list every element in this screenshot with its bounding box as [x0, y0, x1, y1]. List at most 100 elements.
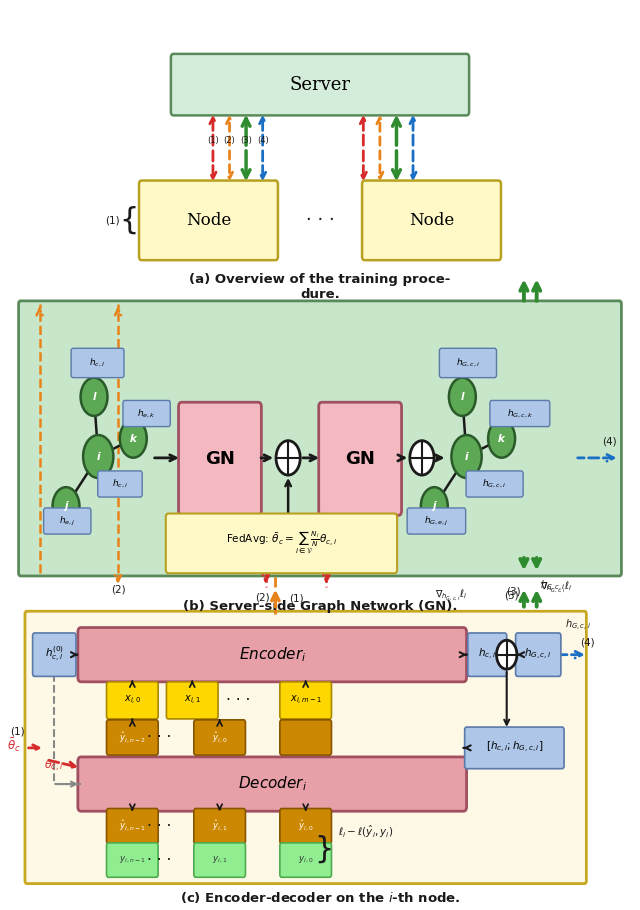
Text: i: i [97, 451, 100, 461]
Text: k: k [130, 433, 137, 443]
FancyBboxPatch shape [123, 400, 170, 427]
FancyBboxPatch shape [78, 628, 467, 682]
Text: · · ·: · · · [227, 693, 251, 708]
FancyBboxPatch shape [280, 843, 332, 877]
FancyBboxPatch shape [44, 508, 91, 534]
FancyBboxPatch shape [516, 633, 561, 676]
Circle shape [488, 420, 515, 458]
FancyBboxPatch shape [179, 402, 261, 515]
Text: (1): (1) [289, 593, 303, 603]
Text: Node: Node [409, 212, 454, 228]
Circle shape [451, 435, 482, 478]
Text: $\hat{y}_{i,0}$: $\hat{y}_{i,0}$ [298, 819, 314, 834]
Text: $\theta_{c,i}$: $\theta_{c,i}$ [44, 758, 63, 774]
Text: $\hat{y}_{i,n-1}$: $\hat{y}_{i,n-1}$ [119, 819, 146, 834]
Text: (3): (3) [504, 591, 519, 601]
FancyBboxPatch shape [194, 843, 246, 877]
FancyBboxPatch shape [280, 720, 332, 755]
Text: $h_{C,c,i}$: $h_{C,c,i}$ [540, 580, 565, 594]
Text: · · ·: · · · [147, 819, 172, 834]
FancyBboxPatch shape [362, 180, 501, 260]
Text: (4): (4) [580, 637, 595, 647]
Text: $\nabla_{h_{G,c,i}} \ell_i$: $\nabla_{h_{G,c,i}} \ell_i$ [540, 581, 572, 595]
Text: (2): (2) [111, 584, 125, 594]
Text: (2): (2) [223, 136, 236, 146]
Circle shape [52, 487, 79, 525]
FancyBboxPatch shape [106, 720, 158, 755]
Text: $y_{i,n-1}$: $y_{i,n-1}$ [119, 854, 146, 865]
Text: (1): (1) [207, 136, 219, 146]
Text: GN: GN [345, 450, 375, 468]
Text: GN: GN [205, 450, 235, 468]
Text: $x_{i,0}$: $x_{i,0}$ [124, 693, 141, 707]
Text: k: k [498, 433, 505, 443]
Text: · · ·: · · · [147, 730, 172, 745]
Text: $\hat{y}_{i,0}$: $\hat{y}_{i,0}$ [212, 731, 227, 744]
Text: (3): (3) [240, 136, 252, 146]
Text: $\bar{\theta}_c$: $\bar{\theta}_c$ [7, 736, 21, 753]
FancyBboxPatch shape [25, 612, 586, 884]
Text: (4): (4) [603, 437, 617, 447]
Text: (c) Encoder-decoder on the $\mathit{i}$-th node.: (c) Encoder-decoder on the $\mathit{i}$-… [180, 890, 460, 905]
FancyBboxPatch shape [319, 402, 401, 515]
FancyBboxPatch shape [139, 180, 278, 260]
Text: }: } [315, 834, 334, 864]
Text: $y_{i,1}$: $y_{i,1}$ [212, 854, 227, 865]
Text: $h_{e,j}$: $h_{e,j}$ [59, 514, 76, 528]
Text: $h_{G,c,i}$: $h_{G,c,i}$ [456, 357, 480, 369]
FancyBboxPatch shape [33, 633, 76, 676]
Text: j: j [64, 501, 68, 511]
FancyBboxPatch shape [166, 682, 218, 719]
FancyBboxPatch shape [194, 720, 246, 755]
FancyBboxPatch shape [280, 808, 332, 844]
FancyBboxPatch shape [98, 471, 142, 497]
Text: $x_{i,1}$: $x_{i,1}$ [184, 693, 201, 707]
Text: $h_{e,k}$: $h_{e,k}$ [137, 408, 156, 420]
Text: l: l [92, 392, 96, 402]
Circle shape [83, 435, 113, 478]
Text: (1): (1) [10, 726, 24, 736]
Text: (a) Overview of the training proce-
dure.: (a) Overview of the training proce- dure… [189, 273, 451, 301]
Text: Node: Node [186, 212, 231, 228]
Text: $y_{i,0}$: $y_{i,0}$ [298, 854, 314, 865]
Text: $h_{c,l}$: $h_{c,l}$ [90, 357, 106, 369]
Circle shape [449, 378, 476, 416]
Circle shape [497, 641, 517, 669]
FancyBboxPatch shape [407, 508, 466, 534]
Text: $[h_{c,i}; h_{G,c,i}]$: $[h_{c,i}; h_{G,c,i}]$ [486, 741, 543, 755]
Text: $h_{G,c,i}$: $h_{G,c,i}$ [565, 618, 591, 633]
FancyBboxPatch shape [19, 301, 621, 576]
FancyBboxPatch shape [466, 471, 523, 497]
Text: $\mathit{Decoder_i}$: $\mathit{Decoder_i}$ [237, 774, 307, 794]
FancyBboxPatch shape [194, 808, 246, 844]
Text: (4): (4) [257, 136, 269, 146]
Text: $h_{c,i}^{(0)}$: $h_{c,i}^{(0)}$ [45, 645, 64, 664]
Text: $\hat{y}_{i,n-2}$: $\hat{y}_{i,n-2}$ [119, 731, 146, 744]
FancyBboxPatch shape [106, 843, 158, 877]
Text: FedAvg: $\bar{\theta}_c = \sum_{i \in \mathcal{V}} \frac{N_i}{N} \theta_{c,i}$: FedAvg: $\bar{\theta}_c = \sum_{i \in \m… [226, 531, 337, 556]
Text: i: i [465, 451, 468, 461]
Text: $x_{i,m-1}$: $x_{i,m-1}$ [290, 693, 322, 707]
Circle shape [421, 487, 448, 525]
Text: $h_{G,c,i}$: $h_{G,c,i}$ [483, 478, 507, 490]
FancyBboxPatch shape [106, 682, 158, 719]
Text: $\mathit{Encoder_i}$: $\mathit{Encoder_i}$ [239, 645, 306, 664]
FancyBboxPatch shape [78, 757, 467, 811]
FancyBboxPatch shape [166, 513, 397, 573]
Text: $\ell_i - \ell(\hat{y}_i, y_i)$: $\ell_i - \ell(\hat{y}_i, y_i)$ [338, 824, 393, 840]
Circle shape [81, 378, 108, 416]
FancyBboxPatch shape [490, 400, 550, 427]
Text: (2): (2) [255, 592, 270, 602]
Text: Server: Server [289, 76, 351, 94]
Text: {: { [119, 206, 138, 235]
Text: (3): (3) [506, 586, 521, 596]
Text: (b) Server-side Graph Network (GN).: (b) Server-side Graph Network (GN). [183, 601, 457, 613]
FancyBboxPatch shape [465, 727, 564, 769]
Text: $\hat{y}_{i,1}$: $\hat{y}_{i,1}$ [212, 819, 227, 834]
Text: (1): (1) [105, 216, 119, 226]
FancyBboxPatch shape [468, 633, 507, 676]
FancyBboxPatch shape [71, 349, 124, 378]
Text: $h_{G,e,j}$: $h_{G,e,j}$ [424, 514, 449, 528]
Text: j: j [433, 501, 436, 511]
FancyBboxPatch shape [280, 682, 332, 719]
